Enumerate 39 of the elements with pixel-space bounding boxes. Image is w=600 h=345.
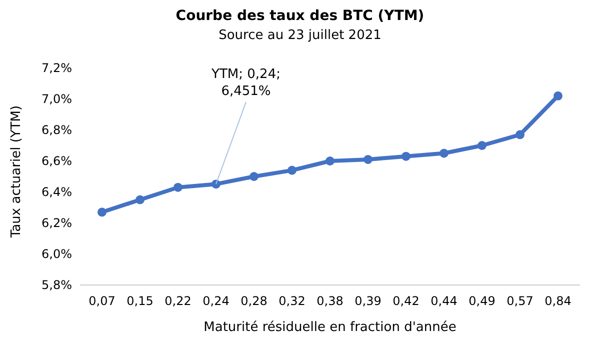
point <box>516 130 524 140</box>
y-tick-label: 6,6% <box>42 154 72 168</box>
x-tick-label: 0,24 <box>202 294 230 308</box>
chart-title: Courbe des taux des BTC (YTM) <box>176 8 424 24</box>
point <box>478 141 486 150</box>
point <box>250 172 258 181</box>
point <box>402 152 410 161</box>
x-tick-label: 0,28 <box>240 294 268 308</box>
x-tick-label: 0,84 <box>544 294 572 308</box>
x-tick-label: 0,44 <box>430 294 458 308</box>
y-tick-label: 7,0% <box>42 92 72 106</box>
x-tick-label: 0,22 <box>164 294 192 308</box>
x-tick-label: 0,57 <box>506 294 534 308</box>
y-tick-label: 6,4% <box>42 185 72 200</box>
point <box>440 148 448 158</box>
point <box>554 91 562 100</box>
y-tick-label: 6,0% <box>42 247 72 262</box>
annotation: YTM; 0,24; 6,451% <box>210 67 280 100</box>
x-tick-label: 0,38 <box>316 294 344 308</box>
x-tick-label: 0,15 <box>126 294 154 308</box>
point <box>212 180 220 189</box>
point <box>174 182 182 192</box>
x-tick-label: 0,49 <box>468 294 496 308</box>
point <box>364 154 372 164</box>
y-tick-label: 5,8% <box>42 278 72 292</box>
point <box>326 156 334 166</box>
y-tick-label: 7,2% <box>42 61 72 76</box>
y-tick-label: 6,8% <box>42 123 72 138</box>
x-tick-label: 0,42 <box>392 294 420 308</box>
x-tick-label: 0,39 <box>354 294 382 308</box>
y-tick-label: 6,2% <box>42 216 72 230</box>
point <box>98 208 106 217</box>
point <box>136 195 144 204</box>
x-axis-title: Maturité résiduelle en fraction d'année <box>204 320 456 335</box>
x-tick-label: 0,07 <box>88 294 116 308</box>
x-tick-label: 0,32 <box>278 294 306 308</box>
point <box>288 166 296 175</box>
chart-subtitle: Source au 23 juillet 2021 <box>218 28 382 43</box>
y-axis-title: Taux actuariel (YTM) <box>9 105 24 239</box>
